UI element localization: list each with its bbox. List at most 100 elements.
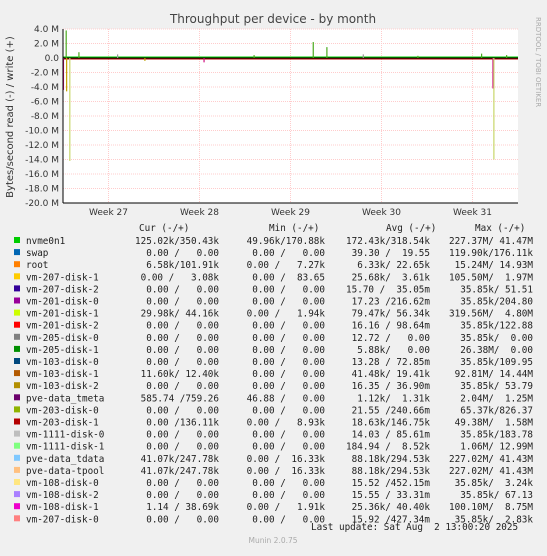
legend-value-min: 0.00 / 83.65 — [252, 272, 325, 283]
legend-value-avg: 41.48k/ 19.41k — [352, 369, 431, 380]
header-min: Min (-/+) — [269, 223, 319, 234]
legend-value-min: 49.96k/170.88k — [247, 236, 326, 247]
legend-value-min: 46.88 / 0.00 — [247, 393, 325, 404]
legend-value-avg: 21.55 /240.66m — [352, 405, 431, 416]
legend-value-min: 0.00 / 0.00 — [252, 345, 325, 356]
legend-value-max: 35.85k/204.80 — [460, 297, 533, 308]
legend-value-avg: 15.52 /452.15m — [352, 478, 431, 489]
legend-swatch — [14, 309, 20, 316]
chart-title: Throughput per device - by month — [169, 12, 376, 26]
legend-header: Cur (-/+) Min (-/+) Avg (-/+) Max (-/+) — [139, 223, 525, 234]
legend-value-min: 0.00 / 8.93k — [247, 418, 326, 429]
legend-swatch — [14, 479, 20, 485]
legend-series-name: vm-103-disk-1 — [26, 369, 99, 380]
legend-value-cur: 0.00 / 0.00 — [146, 381, 219, 392]
header-max: Max (-/+) — [475, 223, 525, 234]
legend-series-name: pve-data_tdata — [26, 454, 104, 465]
legend-value-avg: 79.47k/ 56.34k — [352, 309, 431, 320]
legend-value-avg: 6.33k/ 22.65k — [357, 260, 430, 271]
legend-series-name: vm-108-disk-1 — [26, 502, 99, 513]
y-tick-label: -2.0 M — [31, 69, 59, 79]
legend-value-cur: 0.00 / 0.00 — [146, 321, 219, 332]
legend-swatch — [14, 237, 20, 243]
legend-value-min: 0.00 / 0.00 — [252, 405, 325, 416]
legend-value-min: 0.00 / 16.33k — [247, 454, 326, 465]
y-tick-label: -6.0 M — [31, 98, 59, 108]
legend-series-name: vm-205-disk-1 — [26, 345, 99, 356]
legend-swatch — [14, 515, 20, 522]
legend-swatch — [14, 261, 20, 268]
legend-value-cur: 1.14 / 38.69k — [146, 502, 219, 513]
legend-series-name: nvme0n1 — [26, 236, 65, 247]
legend-series-name: swap — [26, 248, 49, 259]
legend-value-cur: 0.00 / 0.00 — [146, 345, 219, 356]
legend-value-cur: 0.00 / 0.00 — [146, 405, 219, 416]
legend-value-avg: 25.36k/ 40.40k — [352, 502, 431, 513]
legend-swatch — [14, 321, 20, 328]
legend-value-max: 35.85k/109.95 — [460, 357, 533, 368]
legend-series-name: vm-201-disk-2 — [26, 321, 99, 332]
legend-swatch — [14, 285, 20, 292]
legend-swatch — [14, 454, 20, 461]
legend-series-name: root — [26, 260, 48, 271]
y-tick-label: -4.0 M — [31, 83, 59, 93]
legend-value-max: 92.81M/ 14.44M — [455, 369, 534, 380]
legend-swatch — [14, 394, 20, 401]
last-update: Last update: Sat Aug 2 13:00:20 2025 — [311, 522, 518, 533]
legend-value-cur: 0.00 / 0.00 — [146, 490, 219, 501]
legend-value-cur: 29.98k/ 44.16k — [141, 309, 220, 320]
legend-value-max: 119.90k/176.11k — [449, 248, 533, 259]
legend-value-max: 105.50M/ 1.97M — [449, 272, 533, 283]
legend-swatch — [14, 249, 20, 256]
legend-value-max: 35.85k/183.78 — [460, 430, 533, 441]
legend-swatch — [14, 418, 20, 425]
legend-value-avg: 88.18k/294.53k — [352, 466, 431, 477]
legend-value-cur: 0.00 / 0.00 — [146, 248, 219, 259]
legend-series-name: vm-207-disk-2 — [26, 284, 99, 295]
rrdtool-credit: RRDTOOL / TOBI OETIKER — [534, 17, 542, 107]
legend-swatch — [14, 370, 20, 377]
legend-table: nvme0n1 125.02k/350.43k 49.96k/170.88k 172.… — [14, 236, 533, 525]
legend-value-avg: 18.63k/146.75k — [352, 418, 431, 429]
legend-series-name: vm-1111-disk-1 — [26, 442, 104, 453]
legend-value-cur: 125.02k/350.43k — [135, 236, 219, 247]
legend-value-max: 26.38M/ 0.00 — [460, 345, 533, 356]
y-tick-label: -20.0 M — [25, 199, 59, 209]
x-tick-labels: Week 27 Week 28 Week 29 Week 30 Week 31 — [89, 208, 492, 218]
y-tick-label: -14.0 M — [25, 156, 59, 166]
x-tick-label: Week 27 — [89, 208, 128, 218]
legend-value-max: 319.56M/ 4.80M — [449, 309, 533, 320]
legend-value-avg: 15.55 / 33.31m — [352, 490, 431, 501]
legend-series-name: vm-207-disk-0 — [26, 514, 99, 525]
y-tick-label: 4.0 M — [34, 25, 59, 35]
legend-value-max: 35.85k/ 3.24k — [455, 478, 534, 489]
legend-value-max: 65.37k/826.37 — [460, 405, 533, 416]
legend-value-avg: 16.16 / 98.64m — [352, 321, 431, 332]
y-tick-label: -18.0 M — [25, 185, 59, 195]
legend-value-min: 0.00 / 0.00 — [252, 248, 325, 259]
legend-value-max: 35.85k/122.88 — [460, 321, 533, 332]
y-tick-label: -8.0 M — [31, 112, 59, 122]
legend-value-max: 227.02M/ 41.43M — [449, 454, 533, 465]
legend-series-name: vm-1111-disk-0 — [26, 430, 104, 441]
legend-series-name: vm-108-disk-0 — [26, 478, 99, 489]
legend-value-min: 0.00 / 0.00 — [252, 369, 325, 380]
legend-value-avg: 16.35 / 36.90m — [352, 381, 431, 392]
y-tick-label: 0.0 — [45, 54, 60, 64]
legend-series-name: vm-205-disk-0 — [26, 333, 99, 344]
y-tick-label: -10.0 M — [25, 127, 59, 137]
y-axis-label: Bytes/second read (-) / write (+) — [5, 36, 16, 198]
legend-value-avg: 15.70 / 35.05m — [346, 284, 430, 295]
legend-value-min: 0.00 / 0.00 — [252, 284, 325, 295]
legend-value-min: 0.00 / 0.00 — [252, 514, 325, 525]
legend-value-max: 2.04M/ 1.25M — [460, 393, 533, 404]
legend-value-max: 35.85k/ 53.79 — [460, 381, 533, 392]
legend-swatch — [14, 406, 20, 413]
legend-value-cur: 0.00 / 0.00 — [146, 514, 219, 525]
x-tick-label: Week 28 — [180, 208, 219, 218]
legend-value-cur: 41.07k/247.78k — [141, 454, 220, 465]
legend-series-name: vm-207-disk-1 — [26, 272, 99, 283]
x-tick-label: Week 30 — [362, 208, 401, 218]
legend-series-name: vm-103-disk-0 — [26, 357, 99, 368]
